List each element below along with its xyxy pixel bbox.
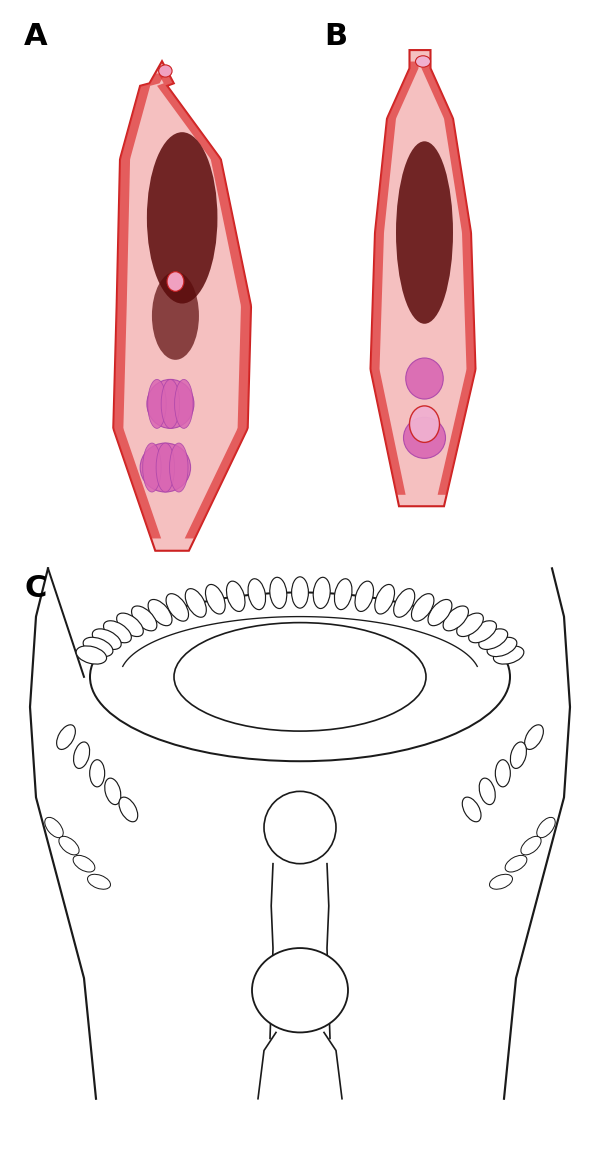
Ellipse shape [415,56,431,67]
Ellipse shape [428,599,452,626]
Ellipse shape [56,724,76,750]
Ellipse shape [76,646,107,664]
Ellipse shape [119,797,138,822]
Ellipse shape [406,358,443,399]
Ellipse shape [104,621,131,643]
Ellipse shape [403,417,445,458]
Ellipse shape [252,948,348,1033]
Ellipse shape [152,271,199,359]
Text: C: C [24,575,46,604]
Polygon shape [113,73,165,539]
Ellipse shape [462,797,481,822]
Ellipse shape [396,141,453,323]
Ellipse shape [479,629,508,649]
Ellipse shape [479,778,495,804]
Ellipse shape [156,443,175,493]
Ellipse shape [90,592,510,761]
Ellipse shape [226,581,245,612]
Ellipse shape [521,837,541,855]
Ellipse shape [270,577,287,608]
Text: A: A [24,22,47,51]
Ellipse shape [89,760,104,787]
Ellipse shape [248,578,266,610]
Polygon shape [113,61,251,551]
Ellipse shape [205,584,225,614]
Polygon shape [421,61,475,495]
Ellipse shape [355,581,374,612]
Ellipse shape [143,443,161,493]
Ellipse shape [131,606,157,630]
Ellipse shape [158,65,172,78]
Ellipse shape [292,577,308,608]
Ellipse shape [148,379,166,429]
Ellipse shape [511,742,526,768]
Ellipse shape [148,599,172,626]
Ellipse shape [490,874,512,889]
Text: B: B [324,22,347,51]
Ellipse shape [116,613,143,636]
Ellipse shape [147,379,194,429]
Ellipse shape [161,379,179,429]
Ellipse shape [496,760,511,787]
Ellipse shape [147,132,217,304]
Polygon shape [371,50,475,506]
Ellipse shape [264,792,336,863]
Ellipse shape [487,637,517,657]
Ellipse shape [394,589,415,618]
Ellipse shape [409,406,439,443]
Ellipse shape [493,646,524,664]
Ellipse shape [92,629,121,649]
Ellipse shape [140,443,191,493]
Ellipse shape [334,578,352,610]
Ellipse shape [170,443,188,493]
Ellipse shape [83,637,113,657]
Ellipse shape [412,593,434,621]
Polygon shape [157,73,251,539]
Ellipse shape [166,593,188,621]
Ellipse shape [537,817,555,838]
Ellipse shape [185,589,206,618]
Ellipse shape [469,621,496,643]
Ellipse shape [74,742,89,768]
Ellipse shape [167,271,184,291]
Ellipse shape [59,837,79,855]
Ellipse shape [505,855,527,872]
Ellipse shape [174,622,426,731]
Ellipse shape [524,724,544,750]
Ellipse shape [313,577,330,608]
Polygon shape [371,61,419,495]
Ellipse shape [375,584,395,614]
Ellipse shape [175,379,193,429]
Ellipse shape [88,874,110,889]
Ellipse shape [105,778,121,804]
Ellipse shape [73,855,95,872]
Ellipse shape [457,613,484,636]
Ellipse shape [443,606,469,630]
Ellipse shape [45,817,63,838]
